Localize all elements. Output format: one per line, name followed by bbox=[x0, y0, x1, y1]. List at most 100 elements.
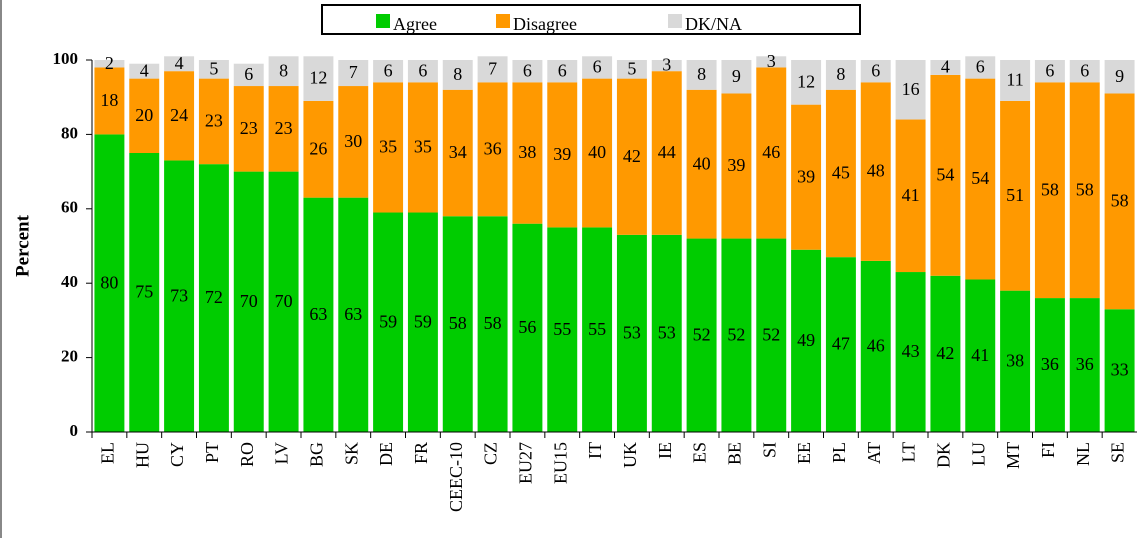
bar-segment bbox=[825, 257, 856, 432]
data-label: 18 bbox=[100, 90, 118, 110]
data-label: 40 bbox=[693, 153, 711, 173]
bar-segment bbox=[1069, 298, 1100, 432]
data-label: 51 bbox=[1006, 185, 1024, 205]
data-label: 6 bbox=[976, 57, 985, 77]
bar-segment bbox=[407, 212, 438, 432]
bar-segment bbox=[373, 212, 404, 432]
bar-segment bbox=[930, 275, 961, 432]
y-tick-label: 80 bbox=[61, 123, 78, 142]
data-label: 43 bbox=[902, 341, 920, 361]
legend-label: DK/NA bbox=[685, 14, 742, 34]
bar-segment bbox=[233, 86, 264, 172]
y-axis-title: Percent bbox=[12, 214, 33, 277]
bar-segment bbox=[407, 60, 438, 83]
bar-segment bbox=[338, 60, 369, 87]
x-tick-label: DE bbox=[376, 442, 396, 466]
data-label: 6 bbox=[244, 64, 253, 84]
x-tick-label: IT bbox=[585, 442, 605, 459]
bar-segment bbox=[129, 153, 160, 432]
bar-segment bbox=[303, 197, 334, 432]
x-tick-label: EU27 bbox=[516, 442, 536, 484]
data-label: 70 bbox=[275, 291, 293, 311]
data-label: 3 bbox=[767, 51, 776, 71]
data-label: 58 bbox=[484, 313, 502, 333]
data-label: 6 bbox=[558, 60, 567, 80]
data-label: 46 bbox=[867, 336, 885, 356]
legend-swatch bbox=[668, 14, 682, 28]
bar-segment bbox=[686, 89, 717, 239]
data-label: 53 bbox=[658, 323, 676, 343]
data-label: 7 bbox=[488, 58, 497, 78]
data-label: 40 bbox=[588, 142, 606, 162]
bar-segment bbox=[965, 279, 996, 432]
bar-segment bbox=[616, 60, 647, 79]
bar-segment bbox=[94, 134, 125, 432]
bar-segment bbox=[756, 67, 787, 239]
bar-segment bbox=[547, 82, 578, 228]
data-label: 36 bbox=[484, 138, 502, 158]
data-label: 6 bbox=[418, 60, 427, 80]
y-tick-label: 40 bbox=[61, 272, 78, 291]
data-label: 23 bbox=[275, 118, 293, 138]
bar-segment bbox=[791, 60, 822, 105]
x-tick-label: BG bbox=[307, 442, 327, 467]
bar-segment bbox=[616, 234, 647, 432]
bar-segment bbox=[1069, 82, 1100, 299]
data-label: 35 bbox=[414, 137, 432, 157]
data-label: 58 bbox=[1076, 179, 1094, 199]
x-tick-label: FR bbox=[411, 442, 431, 464]
data-label: 8 bbox=[697, 64, 706, 84]
bar-segment bbox=[129, 63, 160, 79]
x-tick-label: CZ bbox=[481, 442, 501, 465]
bar-segment bbox=[860, 82, 891, 261]
data-label: 26 bbox=[309, 138, 327, 158]
data-label: 34 bbox=[449, 142, 467, 162]
y-tick-label: 60 bbox=[61, 198, 78, 217]
bar-segment bbox=[582, 78, 613, 228]
bar-segment bbox=[164, 160, 195, 432]
bar-segment bbox=[303, 56, 334, 101]
legend-swatch bbox=[376, 14, 390, 28]
data-label: 54 bbox=[936, 164, 954, 184]
data-label: 33 bbox=[1111, 360, 1129, 380]
bar-segment bbox=[268, 86, 299, 172]
data-label: 9 bbox=[1115, 66, 1124, 86]
legend-swatch bbox=[496, 14, 510, 28]
bar-segment bbox=[268, 171, 299, 432]
x-tick-label: RO bbox=[237, 442, 257, 467]
data-label: 6 bbox=[593, 57, 602, 77]
data-label: 49 bbox=[797, 330, 815, 350]
data-label: 16 bbox=[902, 79, 920, 99]
bar-segment bbox=[164, 71, 195, 161]
x-tick-label: PL bbox=[829, 442, 849, 463]
bar-segment bbox=[547, 60, 578, 83]
data-label: 53 bbox=[623, 323, 641, 343]
bar-segment bbox=[198, 164, 229, 432]
bar-segment bbox=[442, 216, 473, 432]
data-label: 41 bbox=[902, 185, 920, 205]
data-label: 2 bbox=[105, 53, 114, 73]
data-label: 73 bbox=[170, 285, 188, 305]
data-label: 5 bbox=[627, 58, 636, 78]
data-label: 44 bbox=[658, 142, 676, 162]
bar-segment bbox=[477, 82, 508, 217]
data-label: 42 bbox=[623, 146, 641, 166]
data-label: 6 bbox=[384, 60, 393, 80]
bar-segment bbox=[198, 60, 229, 79]
bar-segment bbox=[94, 67, 125, 135]
data-label: 52 bbox=[727, 324, 745, 344]
x-tick-label: IE bbox=[655, 442, 675, 459]
bar-segment bbox=[94, 60, 125, 68]
bar-segment bbox=[198, 78, 229, 165]
bar-segment bbox=[825, 60, 856, 90]
x-tick-label: LV bbox=[272, 442, 292, 464]
x-tick-label: SI bbox=[759, 442, 779, 458]
data-label: 35 bbox=[379, 137, 397, 157]
data-label: 23 bbox=[240, 118, 258, 138]
data-label: 8 bbox=[279, 60, 288, 80]
data-label: 8 bbox=[453, 64, 462, 84]
data-label: 47 bbox=[832, 334, 850, 354]
bar-segment bbox=[1069, 60, 1100, 83]
x-tick-label: HU bbox=[132, 442, 152, 468]
